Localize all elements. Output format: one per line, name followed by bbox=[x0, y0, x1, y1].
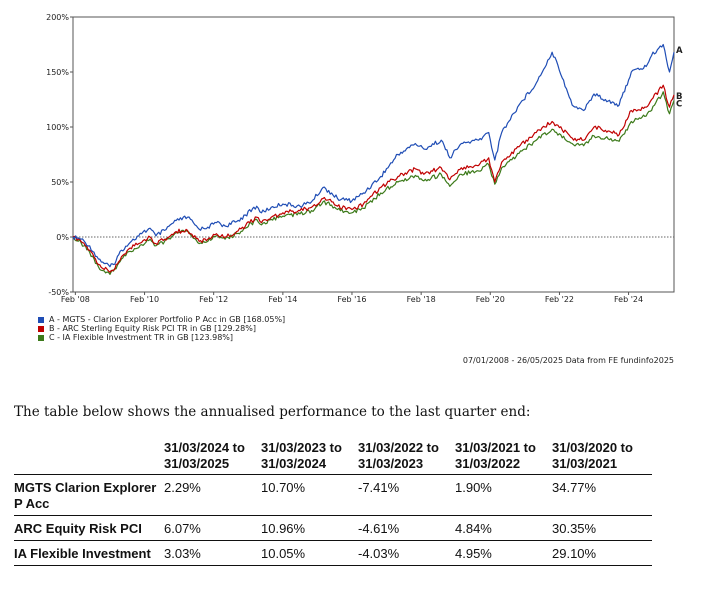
chart-canvas: 200% 150% 100% 50% 0% -50%Feb '08 Feb '10 Feb '… bbox=[46, 13, 683, 304]
plot-area-border bbox=[72, 16, 675, 293]
value-cell: 10.96% bbox=[261, 515, 358, 541]
legend-swatch-a bbox=[38, 316, 44, 323]
table-header-row: 31/03/2024 to 31/03/2025 31/03/2023 to 3… bbox=[14, 437, 652, 475]
chart-legend: A - MGTS - Clarion Explorer Portfolio P … bbox=[38, 315, 285, 342]
y-tick-label: 0% bbox=[56, 233, 69, 242]
header-cell-period-3: 31/03/2022 to 31/03/2023 bbox=[358, 437, 455, 475]
header-cell-fund bbox=[14, 437, 164, 475]
legend-item-c: C - IA Flexible Investment TR in GB [123… bbox=[38, 333, 285, 342]
legend-label-c: C - IA Flexible Investment TR in GB [123… bbox=[49, 333, 234, 342]
value-cell: 2.29% bbox=[164, 474, 261, 516]
x-tick-label: Feb '20 bbox=[476, 295, 505, 304]
y-tick-label: -50% bbox=[48, 288, 69, 297]
y-tick-label: 100% bbox=[46, 123, 69, 132]
table-row: ARC Equity Risk PCI 6.07% 10.96% -4.61% … bbox=[14, 515, 652, 541]
header-cell-period-1: 31/03/2024 to 31/03/2025 bbox=[164, 437, 261, 475]
x-tick-label: Feb '18 bbox=[407, 295, 436, 304]
y-tick-label: 150% bbox=[46, 68, 69, 77]
header-cell-period-2: 31/03/2023 to 31/03/2024 bbox=[261, 437, 358, 475]
x-tick-label: Feb '14 bbox=[268, 295, 297, 304]
legend-label-a: A - MGTS - Clarion Explorer Portfolio P … bbox=[49, 315, 286, 324]
x-tick-label: Feb '10 bbox=[130, 295, 159, 304]
legend-swatch-b bbox=[38, 325, 44, 332]
legend-label-b: B - ARC Sterling Equity Risk PCI TR in G… bbox=[49, 324, 256, 333]
y-tick-label: 200% bbox=[46, 13, 69, 22]
value-cell: 34.77% bbox=[552, 474, 652, 516]
value-cell: 3.03% bbox=[164, 540, 261, 566]
legend-swatch-c bbox=[38, 334, 44, 341]
series-end-label-b: B bbox=[676, 92, 682, 102]
value-cell: 30.35% bbox=[552, 515, 652, 541]
value-cell: -4.03% bbox=[358, 540, 455, 566]
x-tick-label: Feb '22 bbox=[545, 295, 574, 304]
x-tick-label: Feb '24 bbox=[614, 295, 643, 304]
source-note: 07/01/2008 - 26/05/2025 Data from FE fun… bbox=[462, 356, 674, 365]
performance-table: 31/03/2024 to 31/03/2025 31/03/2023 to 3… bbox=[14, 437, 652, 566]
series-end-label-c: C bbox=[676, 100, 682, 110]
fund-name-cell: IA Flexible Investment bbox=[14, 540, 164, 566]
value-cell: 29.10% bbox=[552, 540, 652, 566]
series-line-b bbox=[72, 84, 675, 273]
value-cell: 6.07% bbox=[164, 515, 261, 541]
value-cell: -4.61% bbox=[358, 515, 455, 541]
value-cell: 1.90% bbox=[455, 474, 552, 516]
value-cell: 10.70% bbox=[261, 474, 358, 516]
value-cell: 4.84% bbox=[455, 515, 552, 541]
series-line-c bbox=[72, 91, 675, 275]
header-cell-period-5: 31/03/2020 to 31/03/2021 bbox=[552, 437, 652, 475]
value-cell: -7.41% bbox=[358, 474, 455, 516]
header-cell-period-4: 31/03/2021 to 31/03/2022 bbox=[455, 437, 552, 475]
legend-item-b: B - ARC Sterling Equity Risk PCI TR in G… bbox=[38, 324, 285, 333]
table-row: MGTS Clarion Explorer P Acc 2.29% 10.70%… bbox=[14, 474, 652, 516]
y-tick-label: 50% bbox=[51, 178, 69, 187]
table-row: IA Flexible Investment 3.03% 10.05% -4.0… bbox=[14, 540, 652, 566]
table-intro-text: The table below shows the annualised per… bbox=[14, 404, 531, 420]
x-tick-label: Feb '12 bbox=[199, 295, 228, 304]
fund-name-cell: MGTS Clarion Explorer P Acc bbox=[14, 474, 164, 516]
x-tick-label: Feb '08 bbox=[61, 295, 90, 304]
performance-chart: 200% 150% 100% 50% 0% -50% Feb '08 Feb '10 Feb '… bbox=[38, 13, 683, 365]
value-cell: 4.95% bbox=[455, 540, 552, 566]
legend-item-a: A - MGTS - Clarion Explorer Portfolio P … bbox=[38, 315, 285, 324]
fund-name-cell: ARC Equity Risk PCI bbox=[14, 515, 164, 541]
series-line-a bbox=[72, 43, 675, 268]
x-tick-label: Feb '16 bbox=[337, 295, 366, 304]
series-end-label-a: A bbox=[676, 46, 683, 56]
value-cell: 10.05% bbox=[261, 540, 358, 566]
